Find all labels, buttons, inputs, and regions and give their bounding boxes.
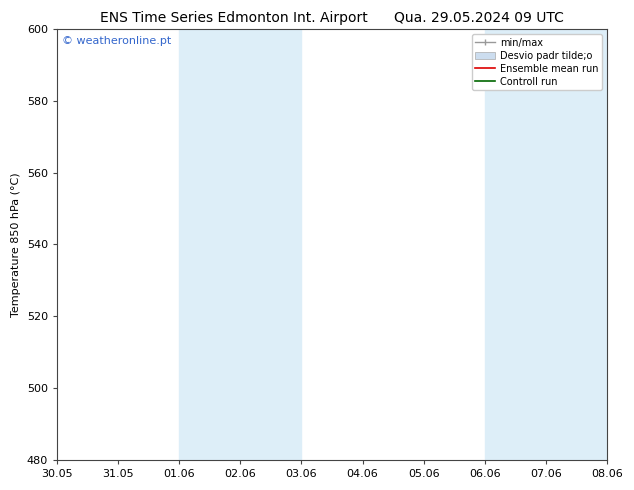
Y-axis label: Temperature 850 hPa (°C): Temperature 850 hPa (°C)	[11, 172, 21, 317]
Title: ENS Time Series Edmonton Int. Airport      Qua. 29.05.2024 09 UTC: ENS Time Series Edmonton Int. Airport Qu…	[100, 11, 564, 25]
Text: © weatheronline.pt: © weatheronline.pt	[62, 35, 172, 46]
Bar	[179, 29, 301, 460]
Bar	[485, 29, 607, 460]
Legend: min/max, Desvio padr tilde;o, Ensemble mean run, Controll run: min/max, Desvio padr tilde;o, Ensemble m…	[472, 34, 602, 91]
